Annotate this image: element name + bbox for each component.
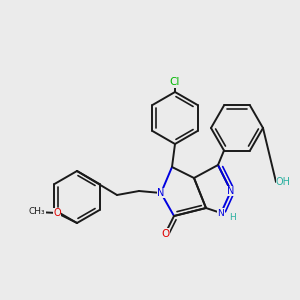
Text: N: N [157,188,165,198]
Text: OH: OH [276,177,291,187]
Text: N: N [227,186,235,196]
Text: Cl: Cl [170,77,180,87]
Text: CH₃: CH₃ [29,208,45,217]
Text: H: H [229,214,236,223]
Text: O: O [161,229,169,239]
Text: N: N [218,208,224,217]
Text: O: O [53,208,61,218]
